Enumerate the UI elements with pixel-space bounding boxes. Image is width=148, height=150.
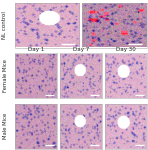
Text: Day 7: Day 7	[73, 47, 89, 52]
Text: Day 1: Day 1	[28, 47, 44, 52]
Text: Male Mice: Male Mice	[3, 113, 8, 139]
Text: Female Mice: Female Mice	[3, 59, 8, 92]
Text: NL control: NL control	[2, 11, 7, 39]
Text: Day 30: Day 30	[116, 47, 135, 52]
